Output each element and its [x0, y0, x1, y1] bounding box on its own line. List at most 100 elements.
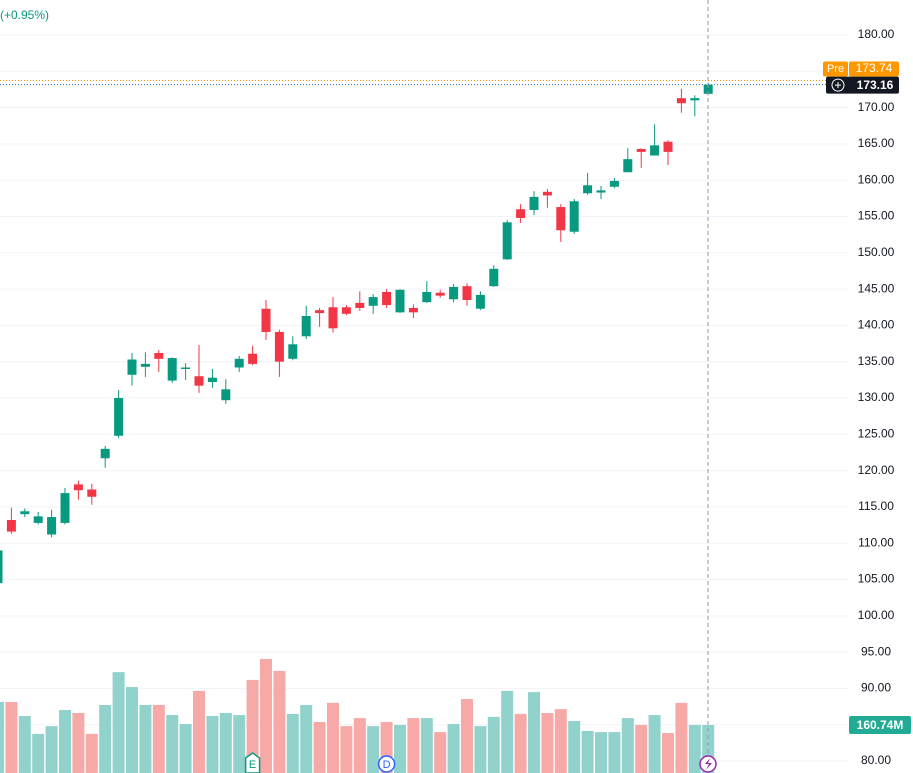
candle-body	[315, 310, 325, 314]
candle-body	[20, 511, 30, 515]
candle-body	[435, 292, 445, 296]
volume-bar	[179, 724, 192, 773]
volume-bar	[45, 726, 58, 773]
volume-bar	[501, 690, 514, 773]
volume-bar	[595, 732, 607, 773]
y-tick-label: 115.00	[858, 499, 894, 513]
y-tick-label: 145.00	[858, 281, 895, 295]
y-tick-label: 160.00	[858, 172, 895, 186]
y-tick-label: 105.00	[858, 572, 895, 586]
volume-pane	[0, 658, 715, 773]
volume-bar	[635, 724, 648, 773]
candle-body	[114, 398, 124, 436]
volume-bar	[18, 715, 31, 773]
volume-bar	[126, 687, 138, 773]
candle-body	[33, 516, 43, 523]
candle-body	[395, 289, 405, 313]
volume-bar	[32, 733, 45, 773]
volume-bar	[568, 721, 581, 773]
candle-body	[87, 489, 97, 497]
change-percent: (+0.95%)	[0, 8, 49, 22]
volume-bar	[85, 733, 98, 773]
y-tick-label: 180.00	[858, 27, 895, 41]
candle-body	[623, 159, 633, 173]
candle-body	[569, 201, 579, 232]
add-alert-plus	[835, 82, 841, 89]
volume-bar	[313, 721, 326, 773]
candle-body	[221, 389, 231, 401]
volume-bar	[662, 733, 674, 773]
candle-body	[529, 196, 539, 210]
volume-bar	[112, 672, 125, 773]
candle-body	[0, 550, 3, 584]
y-tick-label: 130.00	[858, 390, 895, 404]
candle-body	[181, 367, 191, 369]
pre-market-tag	[823, 61, 848, 77]
volume-bar	[206, 715, 219, 773]
candle-body	[207, 377, 217, 383]
earnings-marker	[244, 752, 261, 773]
y-tick-label: 170.00	[858, 100, 895, 114]
candle-body	[408, 307, 418, 313]
candle-body	[663, 141, 673, 152]
y-tick-label: 120.00	[858, 463, 895, 477]
y-tick-label: 125.00	[858, 426, 895, 440]
volume-bar	[407, 718, 420, 773]
candle-body	[703, 84, 713, 94]
volume-bar	[461, 698, 473, 773]
volume-bar	[166, 715, 179, 773]
volume-bar	[72, 713, 85, 773]
volume-bar	[541, 713, 554, 773]
volume-label: 160.74M	[857, 718, 904, 732]
volume-bar	[648, 715, 661, 773]
candle-body	[301, 315, 311, 337]
dividend-marker	[377, 755, 396, 773]
candle-body	[609, 180, 619, 187]
event-label: D	[383, 759, 391, 771]
pre-market-price-box	[849, 61, 899, 77]
candle-body	[596, 190, 606, 193]
volume-bar	[394, 724, 406, 773]
volume-bar	[688, 724, 701, 773]
candle-body	[542, 191, 552, 196]
volume-bar	[300, 704, 313, 773]
candle-body	[516, 209, 526, 218]
volume-bar	[554, 709, 567, 773]
last-price: 173.16	[857, 78, 894, 92]
last-price-box	[826, 76, 899, 94]
volume-bar	[447, 724, 460, 773]
candle-body	[489, 268, 499, 287]
volume-bar	[246, 679, 259, 773]
volume-bar	[260, 658, 272, 773]
volume-bar	[621, 718, 634, 773]
candle-body	[127, 359, 137, 375]
candle-body	[154, 352, 164, 359]
candle-body	[690, 98, 700, 101]
y-tick-label: 110.00	[858, 535, 894, 549]
volume-bar	[675, 702, 688, 773]
volume-bar	[514, 713, 527, 773]
y-tick-label: 100.00	[858, 608, 895, 622]
y-tick-label: 165.00	[858, 136, 895, 150]
candle-body	[556, 207, 566, 231]
candle-body	[261, 308, 271, 332]
volume-bar	[0, 701, 4, 773]
candle-body	[167, 358, 177, 381]
pre-market-tag-label: Pre	[827, 63, 844, 75]
volume-bar	[420, 718, 433, 773]
y-tick-label: 80.00	[861, 753, 891, 767]
volume-bar	[340, 726, 353, 773]
candle-body	[502, 222, 512, 260]
candle-body	[676, 98, 686, 104]
candle-body	[6, 519, 16, 532]
candle-body	[650, 145, 660, 156]
volume-bar	[581, 730, 594, 773]
candle-body	[248, 353, 258, 364]
candle-body	[234, 358, 244, 368]
volume-bar	[59, 710, 71, 773]
volume-bar	[219, 713, 232, 773]
candle-body	[449, 286, 459, 300]
y-tick-label: 140.00	[858, 318, 895, 332]
volume-bar	[353, 718, 366, 773]
